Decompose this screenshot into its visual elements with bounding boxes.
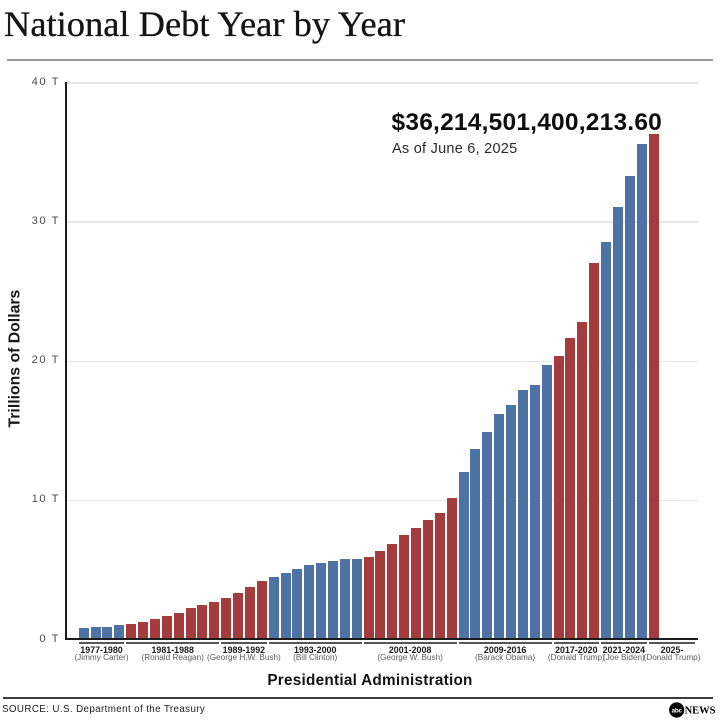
svg-text:NEWS: NEWS <box>685 705 716 716</box>
svg-text:abc: abc <box>672 707 683 714</box>
